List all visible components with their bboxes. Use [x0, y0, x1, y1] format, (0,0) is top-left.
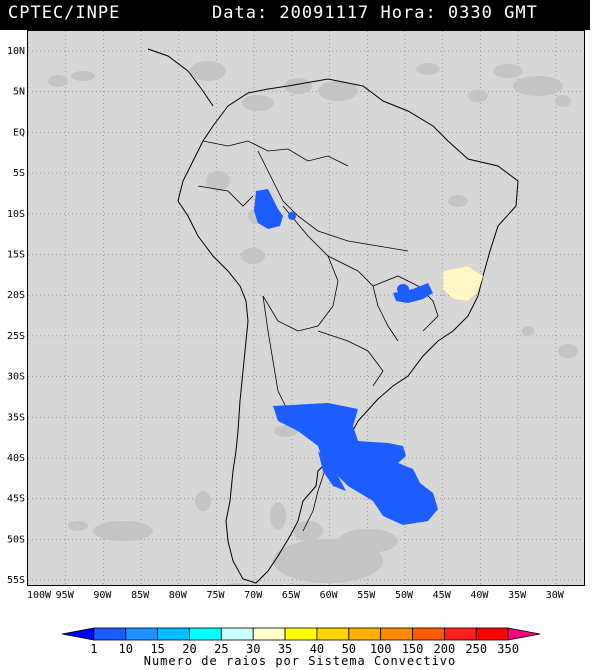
lon-tick-label: 95W: [56, 590, 75, 601]
date-time-label: Data: 20091117 Hora: 0330 GMT: [212, 3, 538, 23]
colorbar-label: 250: [465, 642, 487, 656]
lon-tick-label: 65W: [282, 590, 301, 601]
colorbar-swatch: [157, 627, 190, 641]
colorbar-swatch: [125, 627, 158, 641]
colorbar-label: 10: [119, 642, 133, 656]
colorbar-caption: Numero de raios por Sistema Convectivo: [143, 654, 457, 668]
colorbar-swatch: [220, 627, 254, 641]
colorbar-label: 15: [150, 642, 164, 656]
title-bar: CPTEC/INPE Data: 20091117 Hora: 0330 GMT: [0, 0, 590, 30]
colorbar-swatch: [316, 627, 350, 641]
lon-tick-label: 80W: [169, 590, 188, 601]
lon-tick-label: 35W: [508, 590, 527, 601]
lat-tick-label: 25S: [7, 331, 25, 342]
convective-systems-blue: [254, 189, 438, 525]
lon-tick-label: 85W: [131, 590, 150, 601]
lon-tick-label: 75W: [206, 590, 225, 601]
colorbar-label: 40: [310, 642, 324, 656]
colorbar-swatch: [284, 627, 318, 641]
colorbar-swatch: [380, 627, 413, 641]
lat-tick-label: 50S: [7, 534, 25, 545]
latitude-axis: 10N 5N EQ 5S 10S 15S 20S 25S 30S 35S 40S 45S 50S 55S: [7, 46, 25, 586]
lon-tick-label: 55W: [357, 590, 376, 601]
lat-tick-label: 35S: [7, 412, 25, 423]
colorbar-label: 20: [182, 642, 196, 656]
country-borders: [197, 140, 439, 532]
lat-tick-label: 20S: [7, 290, 25, 301]
colorbar-swatch: [348, 627, 382, 641]
colorbar-swatch: [189, 627, 222, 641]
lon-tick-label: 60W: [320, 590, 339, 601]
map-panel: [27, 30, 585, 586]
colorbar-swatch: [252, 627, 286, 641]
colorbar-label: 200: [434, 642, 456, 656]
lon-tick-label: 90W: [93, 590, 112, 601]
graticule: [28, 31, 584, 585]
colorbar-label: 1: [90, 642, 97, 656]
lon-tick-label: 30W: [546, 590, 565, 601]
lat-tick-label: 40S: [7, 453, 25, 464]
coastlines: [147, 48, 519, 584]
colorbar-swatch: [93, 627, 127, 641]
colorbar: 1 10 15 20 25 30 35 40 50 100 150 200 250 350: [61, 627, 541, 656]
colorbar-swatch: [507, 627, 541, 641]
colorbar-label: 50: [342, 642, 356, 656]
colorbar-swatch: [412, 627, 445, 641]
lat-tick-label: 45S: [7, 494, 25, 505]
source-label: CPTEC/INPE: [8, 3, 121, 23]
lat-tick-label: 15S: [7, 250, 25, 261]
lat-tick-label: 5S: [13, 168, 25, 179]
longitude-axis: 100W 95W 90W 85W 80W 75W 70W 65W 60W 55W 50W 45W 40W…: [27, 590, 565, 601]
lon-tick-label: 45W: [433, 590, 452, 601]
colorbar-label: 150: [402, 642, 424, 656]
lat-tick-label: 30S: [7, 372, 25, 383]
map-svg: [28, 31, 584, 585]
colorbar-label: 100: [370, 642, 392, 656]
lon-tick-label: 70W: [244, 590, 263, 601]
colorbar-label: 30: [246, 642, 260, 656]
colorbar-swatch: [61, 627, 95, 641]
lon-tick-label: 50W: [395, 590, 414, 601]
lon-tick-label: 40W: [470, 590, 489, 601]
lon-tick-label: 100W: [27, 590, 52, 601]
convective-system-yellow: [442, 265, 484, 302]
colorbar-label: 25: [214, 642, 228, 656]
lat-tick-label: 5N: [13, 87, 25, 98]
cloud-patches: [48, 61, 578, 585]
lat-tick-label: 55S: [7, 575, 25, 586]
lat-tick-label: 10S: [7, 209, 25, 220]
colorbar-label: 350: [497, 642, 519, 656]
lat-tick-label: EQ: [13, 127, 25, 138]
colorbar-label: 35: [278, 642, 292, 656]
colorbar-swatch: [443, 627, 477, 641]
lat-tick-label: 10N: [7, 46, 25, 57]
colorbar-swatch: [475, 627, 509, 641]
